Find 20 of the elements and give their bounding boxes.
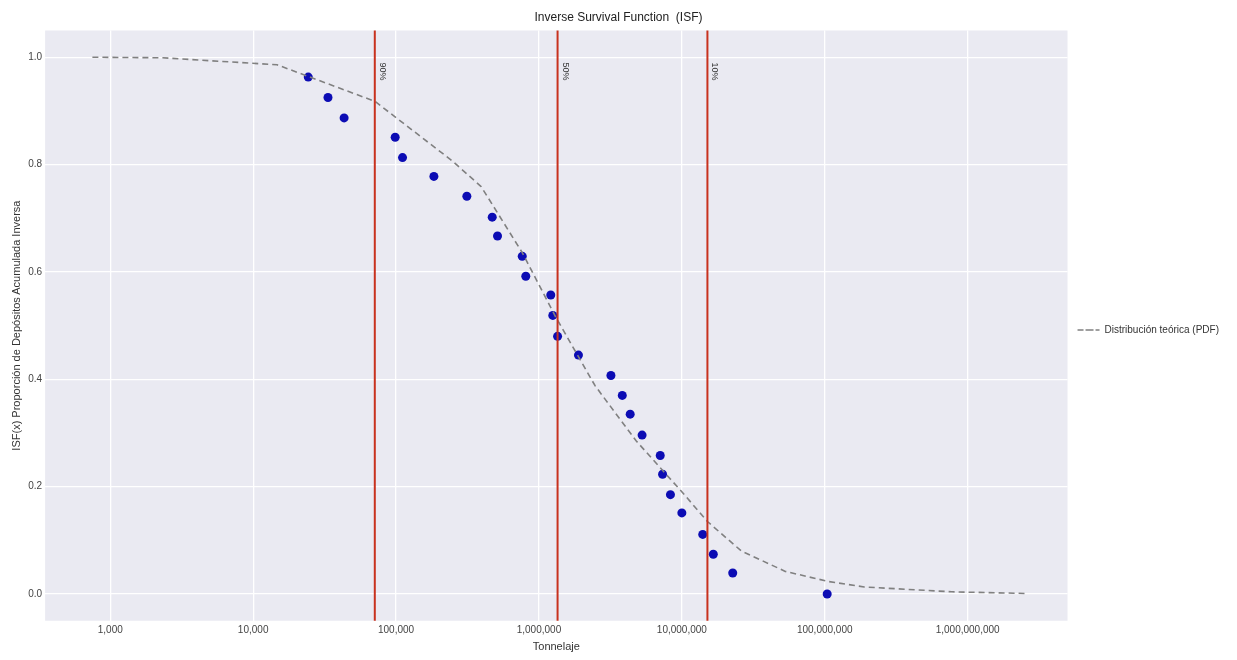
y-tick-label: 0.2 (28, 480, 43, 492)
y-tick-label: 0.8 (28, 158, 43, 170)
x-tick-label: 1,000 (97, 623, 124, 635)
y-tick-label: 0.6 (28, 265, 43, 277)
annotation: 90% (377, 62, 388, 81)
annotation: 50% (560, 62, 571, 81)
y-tick-label: 0.4 (28, 373, 43, 385)
legend-label: Distribución teórica (PDF) (1104, 323, 1220, 335)
y-tick-label: 0.0 (28, 587, 43, 599)
x-tick-label: 100,000 (377, 623, 415, 635)
x-tick-label: 1,000,000,000 (935, 623, 1001, 635)
x-tick-label: 100,000,000 (796, 623, 853, 635)
x-tick-label: 10,000 (237, 623, 269, 635)
x-tick-label: 10,000,000 (656, 623, 708, 635)
y-axis-title: ISF(x) Proporción de Depósitos Acumulada Inversa (9, 199, 22, 451)
annotation: 10% (710, 62, 721, 81)
x-tick-label: 1,000,000 (516, 623, 562, 635)
y-tick-label: 1.0 (28, 50, 43, 62)
chart-title: Inverse Survival Function (ISF) (534, 9, 703, 24)
x-axis-title: Tonnelaje (532, 640, 580, 653)
